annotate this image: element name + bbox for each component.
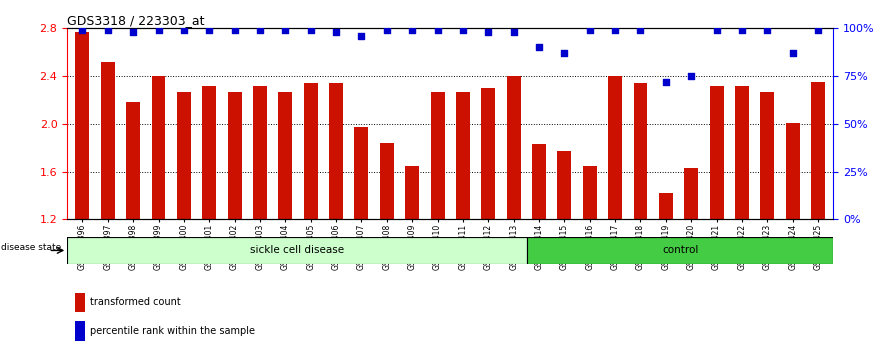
Bar: [506, 76, 521, 354]
Point: [735, 27, 749, 33]
Text: percentile rank within the sample: percentile rank within the sample: [90, 326, 255, 336]
Bar: [431, 92, 444, 354]
Point: [304, 27, 318, 33]
Point: [177, 27, 191, 33]
Text: sickle cell disease: sickle cell disease: [250, 245, 344, 256]
Bar: [126, 102, 140, 354]
Bar: [151, 76, 166, 354]
Bar: [582, 166, 597, 354]
Text: control: control: [662, 245, 698, 256]
Point: [786, 50, 800, 56]
Point: [354, 33, 368, 39]
Point: [633, 27, 648, 33]
Bar: [75, 321, 85, 341]
Point: [151, 27, 166, 33]
Bar: [481, 88, 495, 354]
Point: [202, 27, 217, 33]
Bar: [75, 32, 90, 354]
Bar: [633, 83, 648, 354]
Point: [228, 27, 242, 33]
Point: [710, 27, 724, 33]
Bar: [304, 83, 318, 354]
Bar: [202, 86, 216, 354]
Bar: [279, 92, 292, 354]
Point: [684, 73, 698, 79]
Point: [557, 50, 572, 56]
Bar: [228, 92, 242, 354]
Bar: [710, 86, 724, 354]
Bar: [659, 193, 673, 354]
Text: GDS3318 / 223303_at: GDS3318 / 223303_at: [67, 14, 204, 27]
Bar: [75, 293, 85, 312]
Point: [481, 29, 495, 35]
Bar: [786, 123, 799, 354]
Point: [126, 29, 141, 35]
Bar: [527, 237, 833, 264]
Bar: [557, 152, 572, 354]
Point: [100, 27, 115, 33]
Bar: [101, 62, 115, 354]
Point: [405, 27, 419, 33]
Point: [608, 27, 623, 33]
Point: [659, 79, 673, 85]
Bar: [355, 127, 368, 354]
Bar: [405, 166, 419, 354]
Point: [811, 27, 825, 33]
Point: [456, 27, 470, 33]
Bar: [608, 76, 622, 354]
Point: [380, 27, 394, 33]
Bar: [329, 83, 343, 354]
Point: [760, 27, 774, 33]
Point: [506, 29, 521, 35]
Bar: [811, 82, 825, 354]
Bar: [685, 168, 698, 354]
Bar: [67, 237, 527, 264]
Point: [253, 27, 267, 33]
Point: [430, 27, 444, 33]
Bar: [177, 92, 191, 354]
Bar: [456, 92, 470, 354]
Point: [75, 27, 90, 33]
Point: [582, 27, 597, 33]
Point: [532, 45, 547, 50]
Text: transformed count: transformed count: [90, 297, 181, 307]
Point: [329, 29, 343, 35]
Bar: [735, 86, 749, 354]
Text: disease state: disease state: [2, 243, 62, 252]
Bar: [532, 144, 546, 354]
Bar: [761, 92, 774, 354]
Bar: [380, 143, 394, 354]
Point: [278, 27, 292, 33]
Bar: [253, 86, 267, 354]
